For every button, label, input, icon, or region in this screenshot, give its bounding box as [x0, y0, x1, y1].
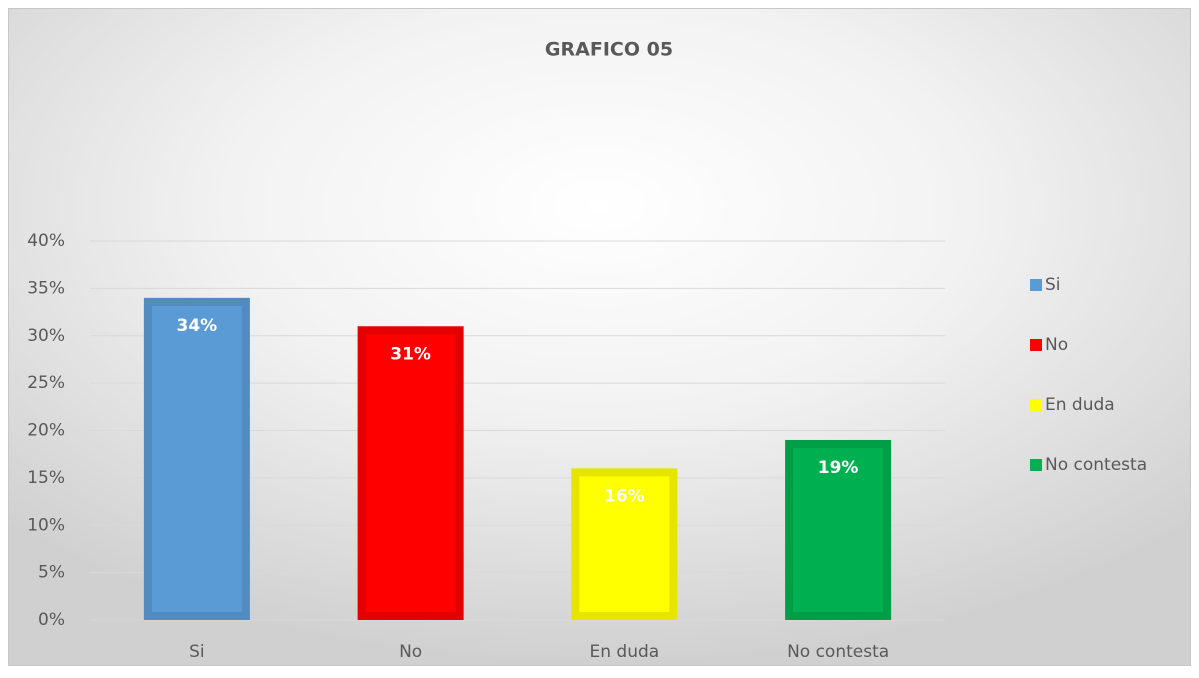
legend-label: No: [1045, 335, 1068, 355]
legend-swatch: [1030, 279, 1042, 291]
legend-label: Si: [1045, 275, 1061, 295]
bar: [571, 468, 678, 620]
x-tick-label: No contesta: [787, 642, 889, 662]
y-tick-label: 0%: [38, 610, 65, 630]
chart-title: GRAFICO 05: [545, 39, 673, 61]
legend-swatch: [1030, 339, 1042, 351]
value-label: 19%: [818, 458, 859, 478]
x-tick-label: Si: [189, 642, 205, 662]
bar: [143, 297, 250, 620]
y-tick-label: 15%: [27, 468, 65, 488]
y-tick-label: 20%: [27, 421, 65, 441]
value-label: 16%: [604, 486, 645, 506]
x-tick-label: En duda: [590, 642, 660, 662]
bar-border-shade: [785, 439, 892, 620]
y-tick-label: 5%: [38, 563, 65, 583]
bar-border-shade: [571, 468, 678, 620]
legend-swatch: [1030, 459, 1042, 471]
legend-label: En duda: [1045, 395, 1115, 415]
y-tick-label: 10%: [27, 515, 65, 535]
bar: [357, 326, 464, 620]
y-tick-label: 25%: [27, 373, 65, 393]
bar-border-shade: [357, 326, 464, 620]
bar-border-shade: [143, 297, 250, 620]
x-tick-label: No: [399, 642, 422, 662]
legend-label: No contesta: [1045, 455, 1147, 475]
bar: [785, 439, 892, 620]
y-tick-label: 30%: [27, 326, 65, 346]
y-tick-label: 35%: [27, 278, 65, 298]
value-label: 34%: [177, 316, 218, 336]
value-label: 31%: [390, 344, 431, 364]
y-tick-label: 40%: [27, 231, 65, 251]
legend-swatch: [1030, 399, 1042, 411]
